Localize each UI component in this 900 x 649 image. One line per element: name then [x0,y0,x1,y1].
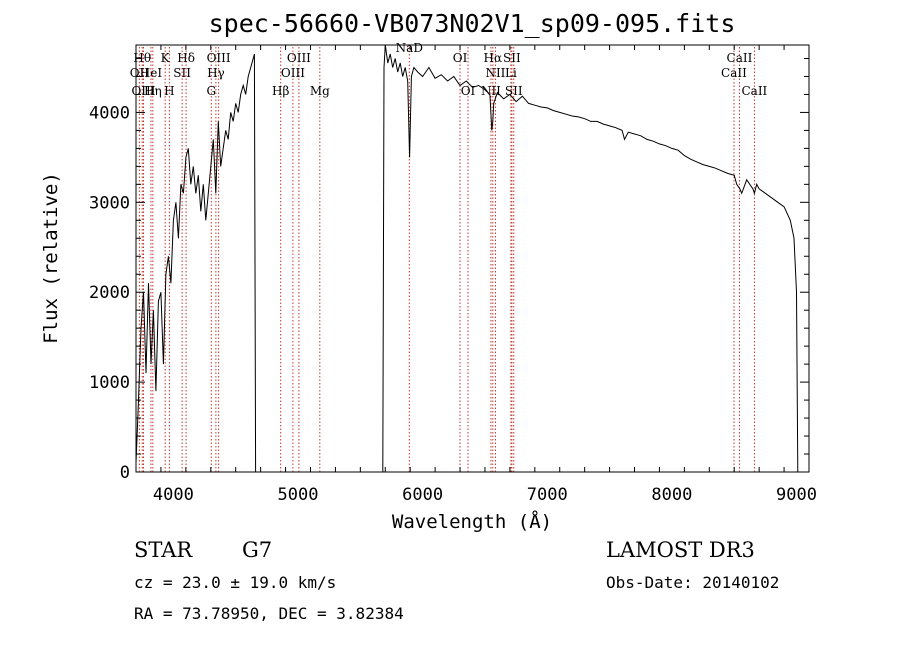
y-tick-label: 1000 [89,373,130,393]
emission-line-label: Hη [144,84,162,98]
emission-line-label: SII [503,51,521,65]
emission-line-label: OIII [207,51,231,65]
survey-name: LAMOST DR3 [606,538,755,562]
emission-line-label: Hα [484,51,503,65]
x-tick-label: 9000 [776,485,817,505]
emission-line-label: OI [453,51,468,65]
x-tick-label: 4000 [153,485,194,505]
emission-line-label: CaII [727,51,753,65]
emission-line-label: Li [505,66,517,80]
emission-line-label: NII [485,66,505,80]
x-tick-label: 7000 [527,485,568,505]
object-subclass: G7 [242,538,272,562]
emission-line-label: H [164,84,174,98]
emission-line-label: G [206,84,216,98]
x-tick-label: 8000 [651,485,692,505]
emission-line-label: OIII [287,51,311,65]
emission-line-label: Hδ [177,51,195,65]
emission-line-label: Hγ [207,66,225,80]
emission-line-label: K [161,51,171,65]
emission-line-label: Mg [310,84,330,98]
emission-line-label: OI [461,84,476,98]
redshift-text: cz = 23.0 ± 19.0 km/s [134,573,336,592]
emission-line-label: Hβ [272,84,289,98]
emission-line-label: HeI [140,66,163,80]
emission-line-label: OII [130,66,150,80]
x-axis-ticks: 4000 5000 6000 7000 8000 9000 [135,45,817,505]
x-tick-label: 6000 [402,485,443,505]
emission-line-label: SII [173,66,191,80]
spectrum-series [135,44,799,473]
y-axis-label: Flux (relative) [40,172,62,344]
y-tick-label: 3000 [89,193,130,213]
emission-line-label: OIII [281,66,305,80]
y-tick-label: 2000 [89,283,130,303]
chart-title: spec-56660-VB073N02V1_sp09-095.fits [209,9,736,38]
y-tick-label: 0 [120,463,130,483]
plot-frame [135,44,810,473]
emission-line-label: Hθ [133,51,151,65]
emission-line-label: NaD [396,41,423,55]
emission-lines [138,47,755,472]
object-class: STAR [134,538,193,562]
x-tick-label: 5000 [278,485,319,505]
emission-line-label: CaII [721,66,747,80]
emission-line-label: NII [481,84,501,98]
emission-line-label: CaII [741,84,767,98]
obs-date: Obs-Date: 20140102 [606,573,779,592]
y-tick-label: 4000 [89,103,130,123]
coordinates: RA = 73.78950, DEC = 3.82384 [134,604,404,623]
y-axis-ticks: 0 1000 2000 3000 4000 [89,57,809,483]
x-axis-label: Wavelength (Å) [392,510,552,533]
